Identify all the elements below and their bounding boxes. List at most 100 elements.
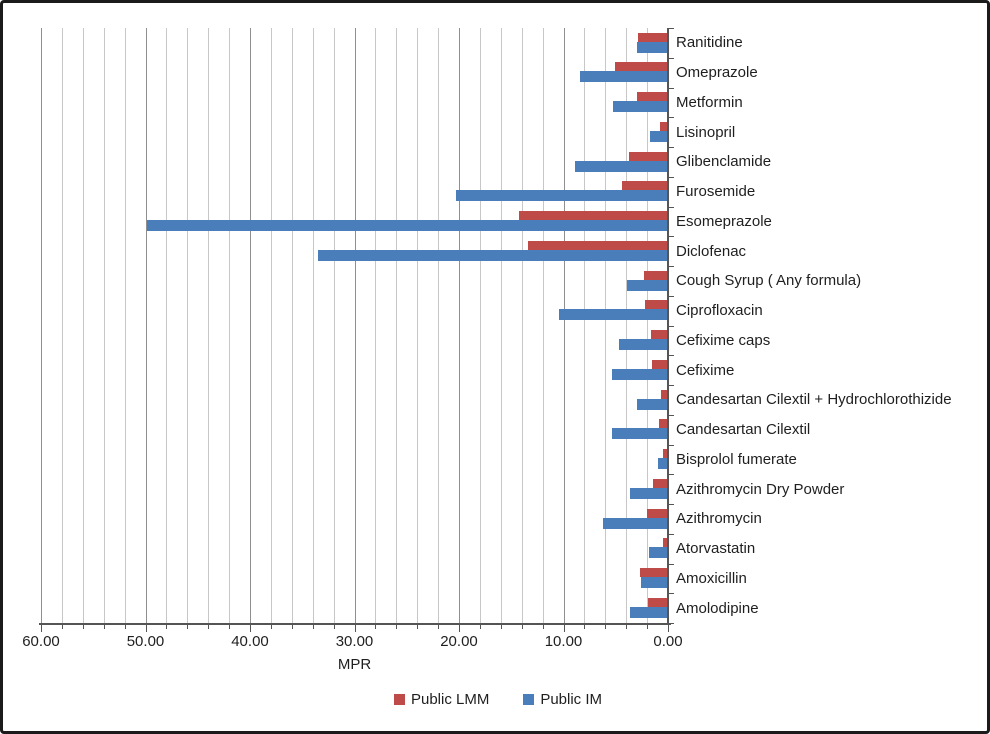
bar-public-lmm — [658, 419, 668, 429]
value-axis-line — [39, 623, 671, 625]
minor-gridline — [438, 28, 440, 623]
major-gridline — [250, 28, 251, 623]
bar-public-lmm — [637, 32, 668, 42]
category-axis-tick — [669, 355, 674, 357]
major-gridline — [354, 28, 356, 623]
category-axis-tick — [669, 176, 674, 178]
bar-public-im — [574, 160, 668, 172]
legend-swatch-public-lmm — [393, 694, 405, 705]
value-axis-minor-tick — [500, 625, 502, 629]
category-axis-tick — [669, 28, 674, 29]
value-axis-minor-tick — [124, 625, 126, 629]
value-axis-major-tick — [563, 625, 565, 632]
category-label: Amolodipine — [676, 599, 759, 617]
category-axis-tick — [669, 325, 674, 327]
minor-gridline — [333, 28, 335, 623]
category-axis-tick — [669, 385, 674, 386]
bar-public-im — [650, 130, 668, 142]
bar-public-lmm — [651, 330, 668, 339]
bar-public-im — [611, 368, 668, 380]
value-axis-minor-tick — [438, 625, 440, 629]
value-axis-minor-tick — [542, 625, 544, 629]
category-label: Cefixime — [676, 361, 735, 379]
value-axis-tick-label: 30.00 — [335, 633, 374, 650]
category-label: Azithromycin Dry Powder — [676, 480, 845, 498]
category-axis-tick — [669, 87, 674, 89]
category-label: Candesartan Cilextil — [676, 421, 811, 439]
bar-public-lmm — [518, 211, 668, 220]
value-axis-minor-tick — [229, 625, 231, 629]
category-label: Ranitidine — [676, 34, 743, 52]
value-axis-minor-tick — [82, 625, 84, 629]
category-label: Cefixime caps — [676, 331, 771, 349]
bar-public-lmm — [614, 62, 668, 72]
bar-public-lmm — [636, 92, 668, 101]
value-axis-minor-tick — [647, 625, 649, 629]
legend-label-public-lmm: Public LMM — [410, 691, 490, 708]
value-axis-title: MPR — [337, 656, 372, 673]
legend-label-public-im: Public IM — [540, 691, 603, 708]
value-axis-minor-tick — [270, 625, 272, 629]
category-label: Furosemide — [676, 183, 756, 201]
bar-public-im — [627, 279, 668, 291]
plot-area — [41, 28, 668, 623]
value-axis-tick-label: 60.00 — [22, 633, 60, 650]
minor-gridline — [208, 28, 210, 623]
minor-gridline — [312, 28, 314, 623]
minor-gridline — [291, 28, 293, 623]
category-axis-tick — [669, 474, 674, 476]
minor-gridline — [584, 28, 586, 623]
category-axis-tick — [669, 414, 674, 416]
value-axis-minor-tick — [521, 625, 523, 629]
value-axis-minor-tick — [291, 625, 293, 629]
bar-public-im — [640, 577, 668, 588]
value-axis-minor-tick — [375, 625, 377, 629]
value-axis-minor-tick — [626, 625, 628, 629]
bar-public-im — [580, 71, 668, 83]
value-axis-tick-label: 0.00 — [653, 633, 683, 650]
value-axis-major-tick — [41, 625, 42, 632]
major-gridline — [459, 28, 460, 623]
bar-public-im — [317, 249, 668, 261]
minor-gridline — [103, 28, 105, 623]
bar-public-im — [630, 487, 668, 499]
value-axis-tick-label: 50.00 — [126, 633, 165, 650]
value-axis-minor-tick — [187, 625, 189, 629]
bar-public-im — [603, 517, 668, 529]
minor-gridline — [417, 28, 419, 623]
value-axis-minor-tick — [396, 625, 398, 629]
category-axis-tick — [669, 117, 674, 119]
value-axis-minor-tick — [208, 625, 210, 629]
category-label: Candesartan Cilextil + Hydrochlorothizid… — [676, 391, 952, 409]
value-axis-minor-tick — [333, 625, 335, 629]
value-axis-tick-label: 20.00 — [440, 633, 478, 650]
category-axis-line — [667, 28, 669, 625]
major-gridline — [563, 28, 565, 623]
category-label: Cough Syrup ( Any formula) — [676, 272, 862, 290]
category-axis-tick — [669, 236, 674, 238]
category-label: Diclofenac — [676, 242, 747, 260]
category-label: Bisprolol fumerate — [676, 450, 797, 468]
bar-public-lmm — [622, 181, 668, 191]
category-axis-tick — [669, 57, 674, 59]
category-axis-tick — [669, 563, 674, 565]
minor-gridline — [375, 28, 377, 623]
category-label: Atorvastatin — [676, 540, 756, 558]
bar-public-lmm — [660, 389, 668, 399]
minor-gridline — [521, 28, 523, 623]
value-axis-major-tick — [459, 625, 460, 632]
bar-public-im — [630, 606, 668, 618]
bar-public-lmm — [653, 478, 668, 488]
minor-gridline — [61, 28, 63, 623]
bar-public-lmm — [645, 300, 668, 310]
minor-gridline — [270, 28, 272, 623]
bar-public-lmm — [527, 240, 668, 250]
category-label: Amoxicillin — [676, 569, 747, 587]
bar-public-lmm — [648, 597, 668, 607]
category-label: Metformin — [676, 93, 743, 111]
bar-public-im — [612, 101, 668, 112]
bar-public-im — [618, 339, 668, 350]
category-axis-tick — [669, 266, 674, 267]
value-axis-tick-label: 40.00 — [231, 633, 269, 650]
